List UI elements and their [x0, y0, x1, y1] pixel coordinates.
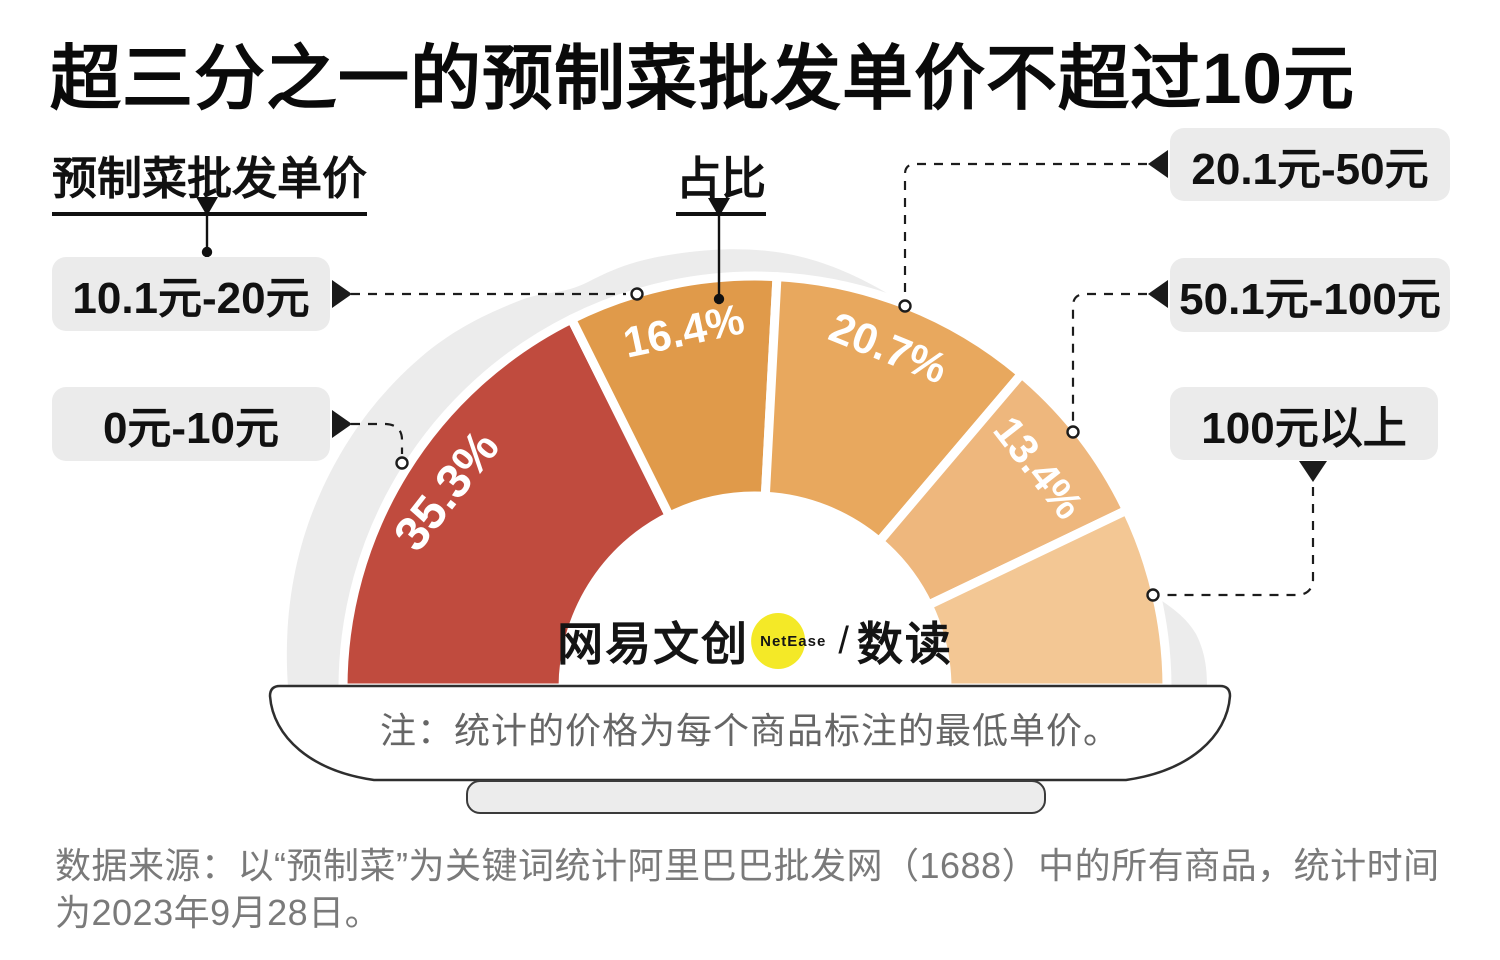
data-source: 数据来源：以“预制菜”为关键词统计阿里巴巴批发网（1688）中的所有商品，统计时… [55, 845, 1440, 933]
callout-box-20-50yuan: 20.1元-50元 [1170, 128, 1450, 201]
fan-inner-circle [560, 496, 950, 690]
share-header-pointer [708, 198, 730, 305]
arrow-10-20yuan [332, 280, 352, 308]
yellow-circle-icon [751, 613, 806, 669]
logo-netease-text: NetEase [760, 632, 827, 650]
arrow-50-100yuan [1148, 280, 1168, 308]
endpoint-10-20yuan [630, 287, 644, 301]
arrow-100yuan-plus [1299, 461, 1327, 482]
plate [268, 684, 1232, 782]
callout-box-10-20yuan: 10.1元-20元 [52, 257, 330, 331]
price-column-header: 预制菜批发单价 [52, 142, 368, 216]
plate-base [466, 780, 1046, 814]
logo-shudu-text: 数读 [856, 618, 953, 670]
endpoint-100yuan-plus [1146, 588, 1160, 602]
callout-box-0-10yuan: 0元-10元 [52, 387, 330, 461]
logo-wenchuang-text: 网易文创 [557, 618, 750, 670]
logo-slash: / [838, 619, 849, 662]
logo-netease-badge: NetEase [751, 613, 826, 669]
callout-box-50-100yuan: 50.1元-100元 [1170, 258, 1450, 332]
arrow-0-10yuan [332, 410, 352, 438]
price-header-pointer [196, 197, 218, 258]
arrow-20-50yuan [1148, 150, 1168, 178]
endpoint-50-100yuan [1066, 425, 1080, 439]
endpoint-20-50yuan [898, 299, 912, 313]
connector-100yuan-plus [1164, 470, 1315, 597]
callout-box-100yuan-plus: 100元以上 [1170, 387, 1438, 460]
share-column-header: 占比 [676, 142, 767, 216]
endpoint-0-10yuan [395, 456, 409, 470]
connector-50-100yuan [1071, 292, 1164, 423]
netease-shudu-logo: 网易文创 NetEase / 数读 [557, 608, 953, 674]
connector-20-50yuan [903, 162, 1164, 297]
connector-0-10yuan [334, 422, 404, 454]
page-title: 超三分之一的预制菜批发单价不超过10元 [50, 40, 1355, 119]
plate-note: 注：统计的价格为每个商品标注的最低单价。 [379, 710, 1121, 751]
